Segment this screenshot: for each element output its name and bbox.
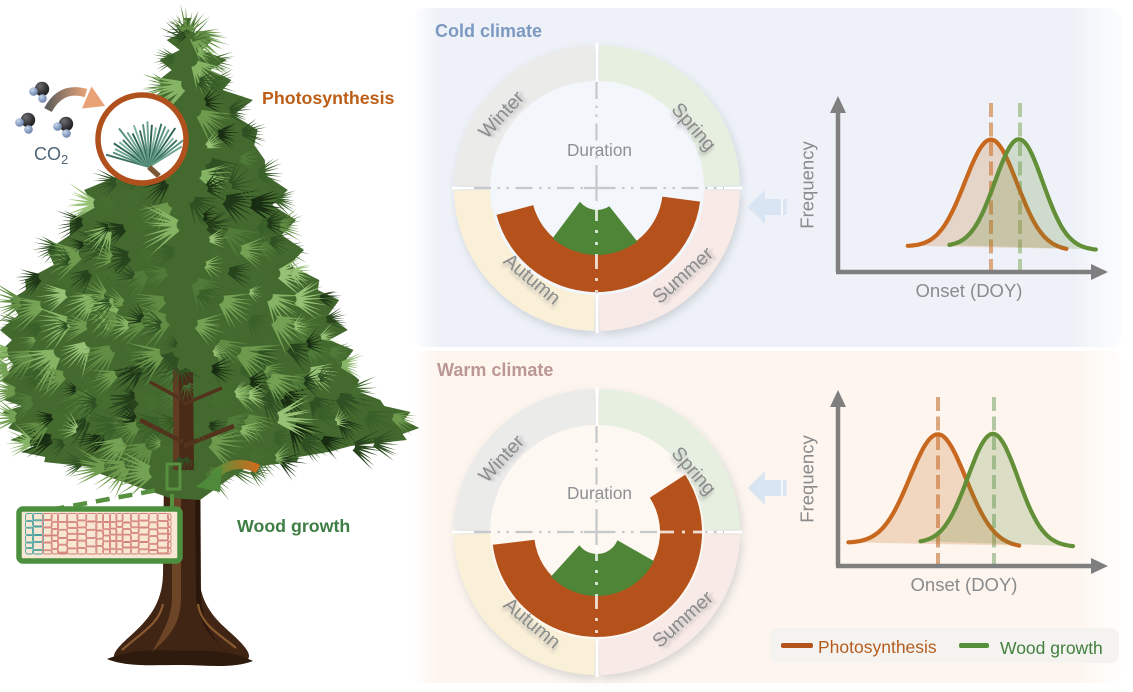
svg-text:Onset (DOY): Onset (DOY) [911,574,1018,595]
svg-text:Cold climate: Cold climate [435,21,542,41]
svg-text:Photosynthesis: Photosynthesis [818,637,937,657]
svg-text:Onset (DOY): Onset (DOY) [916,280,1023,301]
svg-text:Frequency: Frequency [797,141,818,229]
svg-text:Duration: Duration [567,483,632,503]
svg-text:Frequency: Frequency [797,435,818,523]
svg-text:Wood growth: Wood growth [1000,638,1103,658]
svg-text:Duration: Duration [567,140,632,160]
svg-text:CO2: CO2 [34,144,68,167]
svg-text:Photosynthesis: Photosynthesis [262,88,395,108]
svg-text:Warm climate: Warm climate [437,360,553,380]
svg-text:Wood growth: Wood growth [237,516,350,536]
